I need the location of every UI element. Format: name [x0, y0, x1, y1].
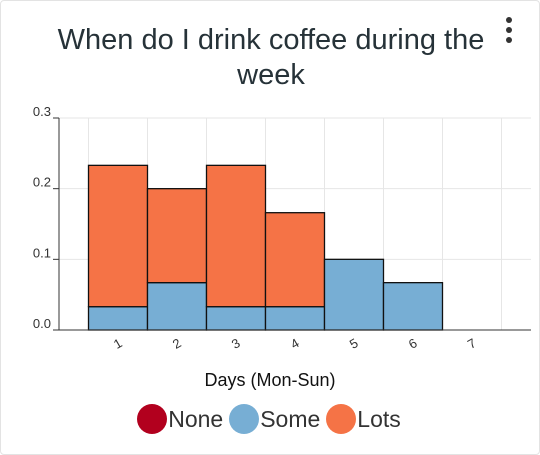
x-tick-label: 1 [111, 335, 125, 352]
y-tick-label: 0.0 [33, 316, 51, 331]
y-tick-label: 0.3 [33, 104, 51, 119]
bar-some-2 [146, 282, 208, 331]
bar-lots-2 [146, 188, 208, 284]
x-axis-label: Days (Mon-Sun) [204, 370, 335, 390]
legend-item-lots[interactable]: Lots [326, 404, 402, 434]
y-tick-label: 0.1 [33, 245, 51, 260]
bar-some-6 [382, 282, 444, 331]
bar-lots-1 [87, 164, 149, 308]
legend-item-some[interactable]: Some [229, 404, 322, 434]
legend-swatch-none [137, 404, 168, 434]
legend: None Some Lots [0, 404, 540, 434]
x-tick-label: 7 [465, 335, 479, 352]
x-tick-label: 6 [406, 335, 420, 352]
y-tick-label: 0.2 [33, 175, 51, 190]
legend-label-some: Some [260, 405, 321, 432]
bar-lots-3 [205, 164, 267, 308]
bar-some-3 [205, 306, 267, 331]
bar-some-5 [323, 258, 385, 331]
legend-swatch-some [229, 404, 260, 434]
legend-swatch-lots [326, 404, 357, 434]
x-tick-label: 2 [170, 335, 184, 352]
bar-some-4 [264, 306, 326, 331]
more-options-icon[interactable] [501, 15, 517, 47]
coffee-chart: 0.0 0.1 0.2 0.3 1 2 3 4 5 6 7 Days (Mon-Sun) [33, 104, 531, 390]
bar-some-1 [87, 306, 149, 331]
legend-label-lots: Lots [357, 405, 401, 432]
x-tick-label: 5 [347, 335, 361, 352]
x-tick-label: 4 [288, 335, 302, 352]
legend-item-none[interactable]: None [137, 404, 225, 434]
legend-label-none: None [168, 405, 224, 432]
bar-lots-4 [264, 212, 326, 308]
x-tick-label: 3 [229, 335, 243, 352]
chart-title: When do I drink coffee during the week [57, 24, 485, 91]
